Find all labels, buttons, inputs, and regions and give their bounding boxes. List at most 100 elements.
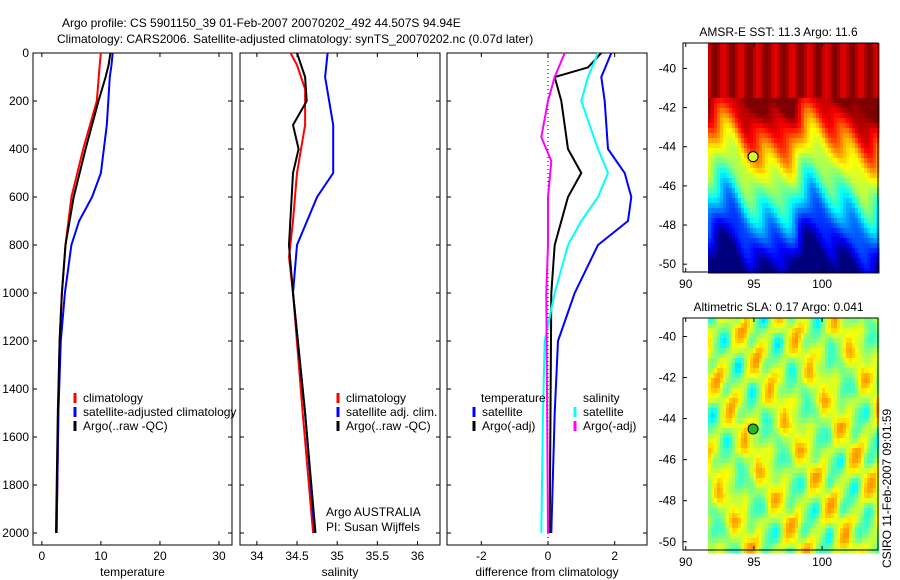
- map-cell: [711, 138, 715, 144]
- map-cell: [708, 128, 712, 134]
- map-cell: [723, 88, 727, 94]
- map-cell: [729, 503, 733, 509]
- map-cell: [870, 123, 874, 129]
- map-cell: [750, 393, 754, 399]
- map-cell: [717, 538, 721, 544]
- map-cell: [783, 518, 787, 524]
- map-cell: [735, 138, 739, 144]
- map-cell: [717, 228, 721, 234]
- map-cell: [822, 228, 826, 234]
- map-cell: [714, 143, 718, 149]
- map-cell: [849, 148, 853, 154]
- map-cell: [771, 138, 775, 144]
- map-cell: [759, 543, 763, 549]
- map-cell: [765, 523, 769, 529]
- map-cell: [753, 503, 757, 509]
- map-cell: [873, 88, 877, 94]
- map-cell: [861, 173, 865, 179]
- map-cell: [852, 218, 856, 224]
- map-cell: [828, 338, 832, 344]
- map-cell: [870, 73, 874, 79]
- map-cell: [708, 493, 712, 499]
- map-cell: [729, 488, 733, 494]
- map-cell: [771, 133, 775, 139]
- map-cell: [723, 43, 727, 49]
- map-cell: [798, 178, 802, 184]
- map-cell: [846, 83, 850, 89]
- map-cell: [816, 488, 820, 494]
- map-cell: [729, 548, 733, 554]
- map-cell: [825, 398, 829, 404]
- map-cell: [813, 258, 817, 264]
- map-cell: [747, 348, 751, 354]
- map-cell: [708, 58, 712, 64]
- map-cell: [732, 323, 736, 329]
- map-cell: [762, 403, 766, 409]
- map-cell: [726, 108, 730, 114]
- map-cell: [786, 78, 790, 84]
- map-cell: [786, 48, 790, 54]
- map-cell: [846, 433, 850, 439]
- map-cell: [804, 438, 808, 444]
- map-cell: [780, 68, 784, 74]
- map-cell: [810, 468, 814, 474]
- map-cell: [843, 358, 847, 364]
- map-cell: [852, 68, 856, 74]
- map-cell: [762, 258, 766, 264]
- map-cell: [828, 158, 832, 164]
- map-cell: [852, 183, 856, 189]
- map-cell: [825, 423, 829, 429]
- map-cell: [789, 68, 793, 74]
- map-cell: [807, 408, 811, 414]
- map-cell: [789, 543, 793, 549]
- map-cell: [741, 418, 745, 424]
- map-cell: [846, 58, 850, 64]
- map-cell: [813, 443, 817, 449]
- map-cell: [759, 103, 763, 109]
- map-cell: [738, 188, 742, 194]
- map-cell: [825, 523, 829, 529]
- map-cell: [795, 48, 799, 54]
- map-cell: [852, 73, 856, 79]
- map-cell: [867, 73, 871, 79]
- map-cell: [789, 538, 793, 544]
- map-cell: [873, 113, 877, 119]
- map-cell: [831, 263, 835, 269]
- map-cell: [825, 218, 829, 224]
- map-cell: [768, 523, 772, 529]
- map-cell: [807, 543, 811, 549]
- map-cell: [813, 373, 817, 379]
- map-cell: [834, 423, 838, 429]
- map-cell: [801, 498, 805, 504]
- map-cell: [795, 158, 799, 164]
- map-cell: [762, 193, 766, 199]
- map-cell: [819, 463, 823, 469]
- map-cell: [792, 223, 796, 229]
- map-cell: [759, 133, 763, 139]
- map-cell: [744, 213, 748, 219]
- map-cell: [753, 388, 757, 394]
- map-cell: [735, 98, 739, 104]
- map-cell: [714, 183, 718, 189]
- map-cell: [852, 53, 856, 59]
- map-cell: [855, 228, 859, 234]
- map-cell: [780, 143, 784, 149]
- map-cell: [717, 373, 721, 379]
- map-cell: [732, 63, 736, 69]
- map-cell: [816, 103, 820, 109]
- y-tick-label: 600: [9, 190, 29, 204]
- map-cell: [750, 73, 754, 79]
- map-cell: [726, 328, 730, 334]
- map-cell: [795, 548, 799, 554]
- map-cell: [741, 453, 745, 459]
- map-cell: [861, 143, 865, 149]
- map-cell: [783, 408, 787, 414]
- map-cell: [753, 358, 757, 364]
- map-cell: [735, 133, 739, 139]
- map-cell: [813, 268, 817, 274]
- map-cell: [846, 343, 850, 349]
- map-cell: [792, 398, 796, 404]
- map-cell: [777, 123, 781, 129]
- map-cell: [810, 198, 814, 204]
- map-cell: [801, 143, 805, 149]
